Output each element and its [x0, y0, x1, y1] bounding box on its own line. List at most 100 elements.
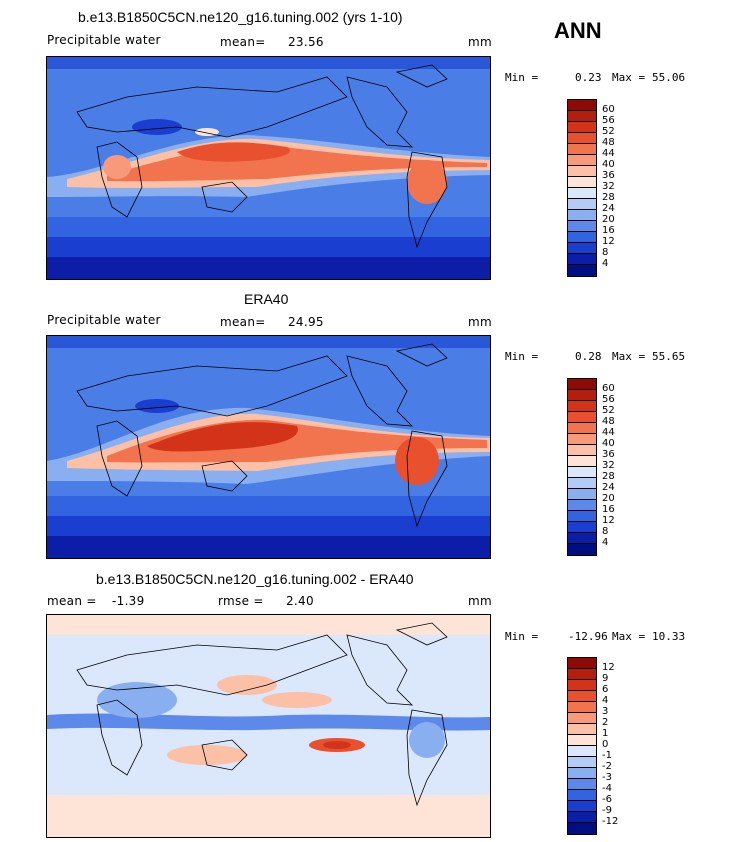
panel-2-colorbar-swatch [568, 489, 596, 500]
panel-3-colorbar-swatch [568, 812, 596, 823]
panel-1-colorbar-swatch [568, 232, 596, 243]
panel-2-colorbar-swatch [568, 511, 596, 522]
panel-3-colorbar-label: 3 [602, 706, 609, 717]
panel-2-colorbar-label: 28 [602, 471, 615, 482]
panel-2-colorbar-label: 56 [602, 394, 615, 405]
panel-1-max-label: Max = [612, 71, 646, 84]
panel-1-colorbar-swatch [568, 111, 596, 122]
panel-3-colorbar-swatch [568, 768, 596, 779]
panel-2-colorbar-label: 8 [602, 526, 609, 537]
panel-3-units: mm [468, 594, 492, 608]
panel-2-colorbar-label: 20 [602, 493, 615, 504]
panel-3-colorbar-swatch [568, 823, 596, 834]
panel-3-mean-value: -1.39 [112, 594, 145, 608]
panel-2-colorbar-swatch [568, 478, 596, 489]
panel-1-colorbar-swatch [568, 243, 596, 254]
panel-1-colorbar-label: 4 [602, 258, 609, 269]
panel-2-colorbar-swatch [568, 522, 596, 533]
panel-2-colorbar-swatch [568, 467, 596, 478]
panel-2-colorbar-swatch [568, 445, 596, 456]
panel-3-rmse-label: rmse = [218, 594, 264, 608]
panel-3-colorbar-label: 2 [602, 717, 609, 728]
panel-3-colorbar-label: 4 [602, 695, 609, 706]
panel-3-colorbar-swatch [568, 691, 596, 702]
panel-3-colorbar-swatch [568, 801, 596, 812]
panel-3-colorbar-label: -3 [602, 772, 612, 783]
panel-2-colorbar-swatch [568, 412, 596, 423]
panel-1-colorbar-label: 40 [602, 159, 615, 170]
panel-3-colorbar-swatch [568, 757, 596, 768]
panel-1-title: b.e13.B1850C5CN.ne120_g16.tuning.002 (yr… [78, 9, 403, 25]
panel-2-colorbar-label: 60 [602, 383, 615, 394]
panel-1-colorbar-swatch [568, 155, 596, 166]
panel-1-colorbar-label: 60 [602, 104, 615, 115]
panel-3-colorbar-label: 12 [602, 662, 615, 673]
panel-3-colorbar-swatch [568, 779, 596, 790]
panel-3-mean-label: mean = [47, 594, 97, 608]
panel-2-mean-label: mean= [220, 315, 266, 329]
panel-1-colorbar-label: 48 [602, 137, 615, 148]
panel-3-colorbar-label: -6 [602, 794, 612, 805]
panel-2-colorbar-label: 52 [602, 405, 615, 416]
panel-3-title: b.e13.B1850C5CN.ne120_g16.tuning.002 - E… [96, 571, 414, 587]
panel-3-colorbar-label: -1 [602, 750, 612, 761]
panel-2-colorbar-swatch [568, 544, 596, 555]
panel-3-colorbar-swatch [568, 669, 596, 680]
panel-3-colorbar-label: -9 [602, 805, 612, 816]
panel-2-colorbar-label: 4 [602, 537, 609, 548]
panel-1-map [46, 56, 491, 280]
panel-1-colorbar-swatch [568, 199, 596, 210]
panel-3-colorbar-label: -4 [602, 783, 612, 794]
panel-1-colorbar-label: 28 [602, 192, 615, 203]
panel-3-colorbar-swatch [568, 746, 596, 757]
panel-1-colorbar [567, 99, 597, 277]
panel-2-colorbar [567, 378, 597, 556]
panel-2-colorbar-label: 44 [602, 427, 615, 438]
panel-3-colorbar-label: -2 [602, 761, 612, 772]
panel-2-colorbar-label: 36 [602, 449, 615, 460]
panel-3-colorbar-label: 1 [602, 728, 609, 739]
panel-2-colorbar-label: 12 [602, 515, 615, 526]
season-label: ANN [554, 18, 602, 43]
panel-2-mean-value: 24.95 [288, 315, 324, 329]
panel-1-units: mm [468, 35, 492, 49]
panel-2-min-value: 0.28 [575, 350, 602, 363]
panel-2-title: ERA40 [244, 291, 289, 307]
panel-1-mean-value: 23.56 [288, 35, 324, 49]
panel-2-colorbar-swatch [568, 379, 596, 390]
panel-2-colorbar-swatch [568, 500, 596, 511]
panel-2-colorbar-swatch [568, 456, 596, 467]
panel-1-colorbar-swatch [568, 210, 596, 221]
panel-2-colorbar-label: 16 [602, 504, 615, 515]
panel-1-colorbar-swatch [568, 177, 596, 188]
panel-1-variable: Precipitable water [47, 33, 161, 47]
panel-3-colorbar-label: 6 [602, 684, 609, 695]
panel-1-colorbar-label: 12 [602, 236, 615, 247]
panel-3-colorbar-swatch [568, 658, 596, 669]
panel-2-min-label: Min = [505, 350, 539, 363]
panel-3-min-value: -12.96 [568, 630, 608, 643]
panel-1-colorbar-swatch [568, 133, 596, 144]
panel-1-colorbar-swatch [568, 100, 596, 111]
panel-3-colorbar-swatch [568, 735, 596, 746]
panel-3-colorbar-swatch [568, 724, 596, 735]
panel-1-colorbar-swatch [568, 144, 596, 155]
panel-2-colorbar-swatch [568, 434, 596, 445]
panel-2-colorbar-swatch [568, 533, 596, 544]
panel-2-colorbar-label: 48 [602, 416, 615, 427]
panel-1-colorbar-swatch [568, 254, 596, 265]
panel-1-colorbar-swatch [568, 221, 596, 232]
panel-3-colorbar-swatch [568, 680, 596, 691]
panel-1-colorbar-label: 20 [602, 214, 615, 225]
panel-2-variable: Precipitable water [47, 313, 161, 327]
panel-3-colorbar-label: 9 [602, 673, 609, 684]
panel-1-mean-label: mean= [220, 35, 266, 49]
panel-3-max-label: Max = [612, 630, 646, 643]
panel-1-colorbar-label: 56 [602, 115, 615, 126]
panel-1-colorbar-label: 32 [602, 181, 615, 192]
panel-1-min-label: Min = [505, 71, 539, 84]
panel-2-colorbar-swatch [568, 401, 596, 412]
panel-2-colorbar-swatch [568, 390, 596, 401]
panel-3-colorbar-swatch [568, 790, 596, 801]
panel-3-colorbar-label: 0 [602, 739, 609, 750]
